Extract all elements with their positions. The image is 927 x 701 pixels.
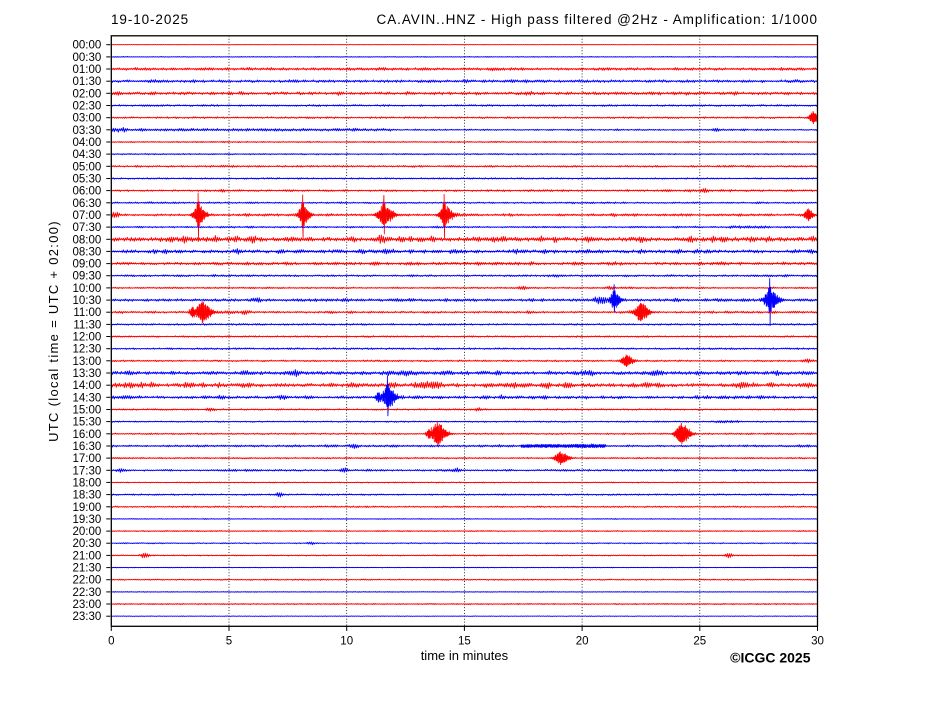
svg-text:02:30: 02:30 bbox=[73, 101, 102, 113]
svg-text:19-10-2025: 19-10-2025 bbox=[111, 12, 189, 27]
svg-text:07:00: 07:00 bbox=[73, 210, 102, 222]
svg-text:16:30: 16:30 bbox=[73, 441, 102, 453]
svg-text:15: 15 bbox=[458, 636, 471, 648]
svg-text:13:30: 13:30 bbox=[73, 368, 102, 380]
svg-text:17:00: 17:00 bbox=[73, 453, 102, 465]
svg-text:19:30: 19:30 bbox=[73, 514, 102, 526]
svg-text:21:30: 21:30 bbox=[73, 563, 102, 575]
svg-text:03:00: 03:00 bbox=[73, 113, 102, 125]
svg-text:11:30: 11:30 bbox=[73, 319, 101, 331]
svg-text:09:30: 09:30 bbox=[73, 271, 102, 283]
svg-text:05:30: 05:30 bbox=[73, 174, 102, 186]
svg-text:01:00: 01:00 bbox=[73, 64, 102, 76]
svg-text:UTC (local time = UTC + 02:00): UTC (local time = UTC + 02:00) bbox=[46, 220, 61, 442]
svg-text:08:00: 08:00 bbox=[73, 234, 102, 246]
svg-text:00:30: 00:30 bbox=[73, 52, 102, 64]
svg-text:20:00: 20:00 bbox=[73, 526, 102, 538]
svg-text:03:30: 03:30 bbox=[73, 125, 102, 137]
svg-text:13:00: 13:00 bbox=[73, 356, 102, 368]
svg-text:25: 25 bbox=[693, 636, 706, 648]
svg-text:22:00: 22:00 bbox=[73, 575, 102, 587]
svg-text:30: 30 bbox=[811, 636, 824, 648]
svg-text:12:00: 12:00 bbox=[73, 332, 102, 344]
svg-text:00:00: 00:00 bbox=[73, 40, 102, 52]
svg-text:10: 10 bbox=[340, 636, 353, 648]
svg-text:22:30: 22:30 bbox=[73, 587, 102, 599]
svg-text:07:30: 07:30 bbox=[73, 222, 102, 234]
svg-text:14:00: 14:00 bbox=[73, 380, 102, 392]
svg-text:06:30: 06:30 bbox=[73, 198, 102, 210]
svg-text:08:30: 08:30 bbox=[73, 246, 102, 258]
svg-text:10:30: 10:30 bbox=[73, 295, 102, 307]
svg-text:23:30: 23:30 bbox=[73, 611, 102, 623]
svg-text:14:30: 14:30 bbox=[73, 392, 102, 404]
svg-text:18:00: 18:00 bbox=[73, 477, 102, 489]
svg-text:05:00: 05:00 bbox=[73, 161, 102, 173]
svg-text:15:00: 15:00 bbox=[73, 405, 102, 417]
svg-text:CA.AVIN..HNZ - High pass filte: CA.AVIN..HNZ - High pass filtered @2Hz -… bbox=[377, 12, 819, 27]
svg-text:20: 20 bbox=[576, 636, 589, 648]
svg-text:0: 0 bbox=[108, 636, 114, 648]
svg-text:04:30: 04:30 bbox=[73, 149, 102, 161]
svg-text:15:30: 15:30 bbox=[73, 417, 102, 429]
svg-text:19:00: 19:00 bbox=[73, 502, 102, 514]
svg-text:21:00: 21:00 bbox=[73, 550, 102, 562]
svg-text:5: 5 bbox=[226, 636, 232, 648]
svg-text:10:00: 10:00 bbox=[73, 283, 102, 295]
svg-text:04:00: 04:00 bbox=[73, 137, 102, 149]
svg-text:02:00: 02:00 bbox=[73, 88, 102, 100]
svg-text:09:00: 09:00 bbox=[73, 259, 102, 271]
svg-text:06:00: 06:00 bbox=[73, 186, 102, 198]
svg-text:18:30: 18:30 bbox=[73, 490, 102, 502]
svg-text:16:00: 16:00 bbox=[73, 429, 102, 441]
svg-text:01:30: 01:30 bbox=[73, 76, 102, 88]
svg-text:23:00: 23:00 bbox=[73, 599, 102, 611]
svg-text:17:30: 17:30 bbox=[73, 465, 102, 477]
svg-text:12:30: 12:30 bbox=[73, 344, 102, 356]
svg-text:time in minutes: time in minutes bbox=[421, 648, 509, 663]
svg-text:11:00: 11:00 bbox=[73, 307, 101, 319]
svg-text:20:30: 20:30 bbox=[73, 538, 102, 550]
svg-text:©ICGC 2025: ©ICGC 2025 bbox=[730, 650, 811, 666]
